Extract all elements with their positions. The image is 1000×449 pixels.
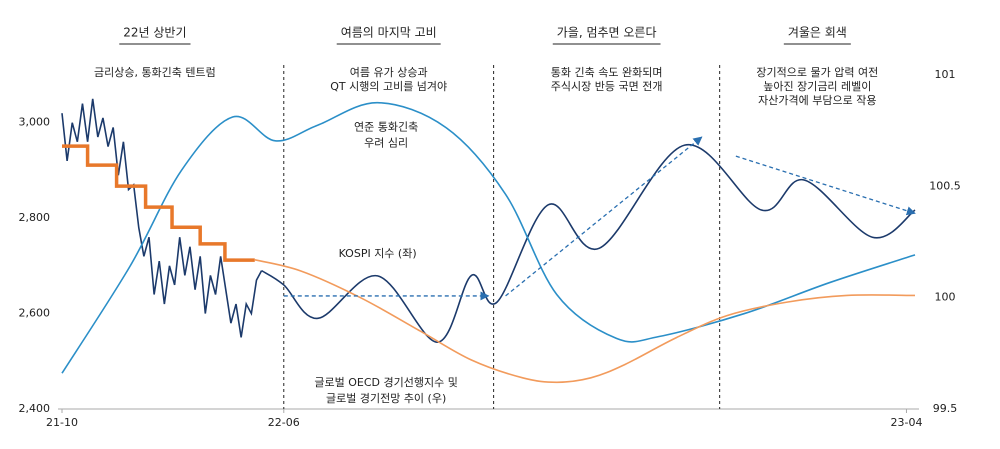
- y-tick-label: 2,400: [19, 402, 51, 415]
- annotation: 글로벌 OECD 경기선행지수 및: [314, 376, 457, 389]
- phase-text: 장기적으로 물가 압력 여전: [756, 66, 878, 79]
- phase-text: 금리상승, 통화긴축 텐트럼: [94, 66, 216, 79]
- series-line: [61, 101, 916, 374]
- y2-tick-label: 100: [935, 291, 956, 304]
- y2-tick-label: 100.5: [929, 179, 961, 192]
- annotation: 우려 심리: [364, 136, 408, 149]
- phase-text: 높아진 장기금리 레벨이: [763, 80, 871, 93]
- series-line: [62, 144, 255, 262]
- phase-title: 여름의 마지막 고비: [341, 26, 437, 40]
- annotation: KOSPI 지수 (좌): [339, 247, 417, 260]
- trend-arrow: [735, 155, 916, 216]
- phase-text: 통화 긴축 속도 완화되며: [551, 66, 663, 79]
- series-line: [61, 98, 263, 338]
- trend-arrow: [505, 136, 703, 297]
- phase-text: 자산가격에 부담으로 작용: [758, 94, 876, 107]
- series-line: [261, 144, 916, 344]
- y-tick-label: 2,800: [19, 211, 51, 224]
- phase-text: 주식시장 반등 국면 전개: [551, 80, 663, 93]
- phase-text: QT 시행의 고비를 넘겨야: [330, 80, 447, 93]
- y2-tick-label: 101: [935, 68, 956, 81]
- annotation: 연준 통화긴축: [354, 120, 418, 133]
- x-tick-label: 23-04: [890, 416, 922, 429]
- phase-text: 여름 유가 상승과: [350, 66, 428, 79]
- y2-tick-label: 99.5: [933, 402, 958, 415]
- x-tick-label: 22-06: [268, 416, 300, 429]
- y-tick-label: 2,600: [19, 307, 51, 320]
- phase-title: 겨울은 회색: [788, 26, 847, 40]
- phase-title: 22년 상반기: [123, 26, 186, 40]
- phase-title: 가을, 멈추면 오른다: [557, 26, 657, 40]
- series-line: [254, 259, 916, 384]
- x-tick-label: 21-10: [46, 416, 78, 429]
- annotation: 글로벌 경기전망 추이 (우): [326, 392, 446, 405]
- y-tick-label: 3,000: [19, 116, 51, 129]
